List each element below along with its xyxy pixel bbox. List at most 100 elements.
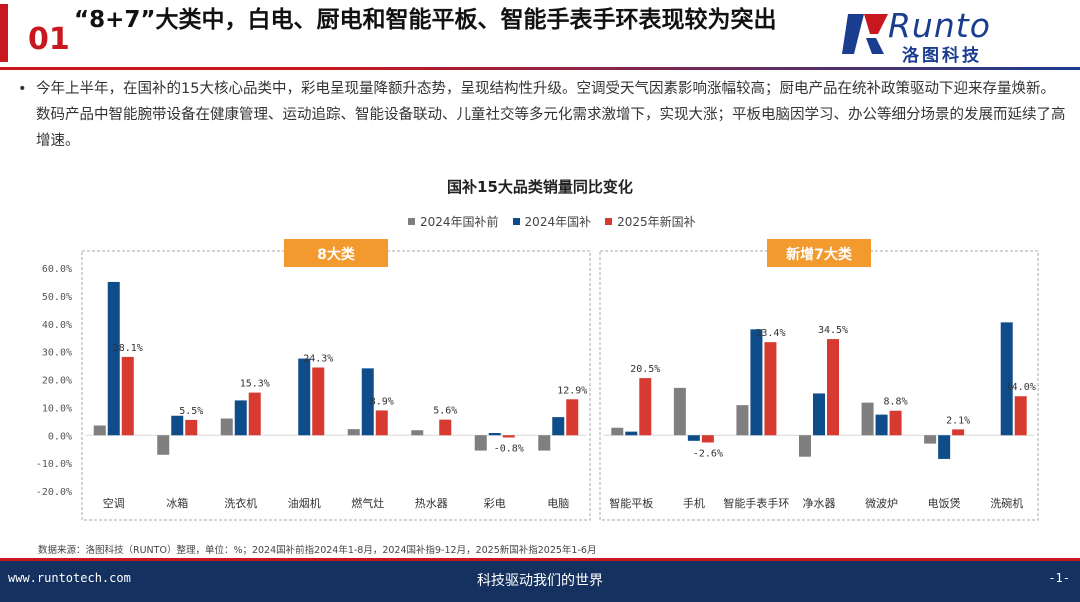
category-label: 燃气灶 bbox=[351, 496, 384, 510]
y-tick-label: 20.0% bbox=[42, 376, 72, 387]
summary-text: 今年上半年，在国补的15大核心品类中，彩电呈现量降额升态势，呈现结构性升级。空调… bbox=[36, 81, 1066, 149]
bar bbox=[347, 429, 360, 436]
category-label: 洗碗机 bbox=[990, 496, 1023, 510]
category-label: 彩电 bbox=[484, 497, 506, 510]
bar bbox=[861, 402, 874, 436]
data-label: 28.1% bbox=[113, 343, 143, 354]
bar bbox=[552, 417, 565, 436]
bar bbox=[107, 281, 120, 436]
bar bbox=[875, 414, 888, 436]
bar bbox=[924, 435, 937, 444]
data-label: -0.8% bbox=[494, 443, 524, 454]
data-label: 15.3% bbox=[240, 379, 270, 390]
data-label: 34.5% bbox=[818, 325, 848, 336]
category-label: 电脑 bbox=[547, 497, 569, 510]
runto-logo-mark-icon bbox=[842, 14, 888, 54]
y-tick-label: 30.0% bbox=[42, 348, 72, 359]
category-label: 手机 bbox=[683, 496, 705, 510]
legend-item-2024: 2024年国补 bbox=[512, 213, 592, 230]
bar bbox=[488, 433, 501, 436]
bar bbox=[312, 367, 325, 436]
runto-logo: Runto 洛图科技 bbox=[842, 6, 1062, 66]
legend-swatch bbox=[605, 218, 613, 225]
category-label: 洗衣机 bbox=[224, 496, 257, 510]
data-label: 5.5% bbox=[179, 406, 203, 417]
footer-stripe bbox=[0, 558, 1080, 561]
legend-swatch bbox=[512, 218, 520, 225]
bar bbox=[566, 399, 579, 436]
group-panel-border bbox=[81, 250, 591, 521]
bar bbox=[171, 415, 184, 436]
bar bbox=[673, 387, 686, 436]
data-label: 8.8% bbox=[884, 397, 908, 408]
bar bbox=[799, 435, 811, 457]
bar bbox=[938, 435, 951, 459]
bar bbox=[361, 368, 374, 436]
data-label: 20.5% bbox=[630, 364, 660, 375]
category-label: 电饭煲 bbox=[928, 497, 961, 510]
y-tick-label: 0.0% bbox=[48, 431, 72, 442]
bar bbox=[701, 435, 714, 443]
bar bbox=[827, 339, 839, 436]
category-label: 热水器 bbox=[415, 497, 448, 510]
data-label: 33.4% bbox=[755, 328, 785, 339]
chart-legend: 2024年国补前 2024年国补 2025年新国补 bbox=[408, 213, 696, 230]
bar bbox=[298, 358, 311, 436]
bar bbox=[952, 429, 965, 436]
data-label: 24.3% bbox=[303, 354, 333, 365]
bullet-dot-icon: • bbox=[18, 81, 27, 97]
y-tick-label: -20.0% bbox=[36, 487, 72, 498]
category-label: 微波炉 bbox=[865, 496, 898, 510]
legend-item-2024-pre: 2024年国补前 bbox=[408, 213, 499, 230]
bar bbox=[234, 400, 247, 436]
y-tick-label: 10.0% bbox=[42, 403, 72, 414]
bar bbox=[439, 419, 452, 436]
y-tick-label: -10.0% bbox=[36, 459, 72, 470]
y-tick-label: 60.0% bbox=[42, 264, 72, 275]
section-number: 01 bbox=[28, 22, 70, 57]
legend-item-2025: 2025年新国补 bbox=[605, 213, 696, 230]
category-label: 冰箱 bbox=[166, 496, 188, 510]
bar bbox=[1014, 396, 1027, 436]
legend-label: 2025年新国补 bbox=[617, 215, 696, 229]
bar bbox=[185, 419, 198, 436]
category-label: 净水器 bbox=[803, 496, 836, 510]
group-badge bbox=[284, 239, 388, 267]
data-label: 14.0% bbox=[1006, 382, 1036, 393]
bar bbox=[625, 431, 638, 436]
bar bbox=[121, 356, 134, 436]
group-badge-label: 新增7大类 bbox=[786, 246, 853, 263]
category-label: 智能手表手环 bbox=[723, 496, 789, 510]
summary-bullet: • 今年上半年，在国补的15大核心品类中，彩电呈现量降额升态势，呈现结构性升级。… bbox=[18, 76, 1066, 154]
bar bbox=[639, 378, 652, 436]
bar bbox=[687, 435, 700, 441]
page-number: -1- bbox=[1048, 571, 1070, 585]
bar bbox=[736, 405, 749, 436]
legend-swatch bbox=[408, 218, 415, 225]
y-tick-label: 50.0% bbox=[42, 292, 72, 303]
bar bbox=[375, 410, 388, 436]
bar bbox=[220, 418, 233, 436]
group-badge bbox=[767, 239, 871, 267]
legend-label: 2024年国补前 bbox=[420, 215, 499, 229]
footer-slogan: 科技驱动我们的世界 bbox=[477, 573, 603, 589]
footer-url-link[interactable]: www.runtotech.com bbox=[8, 571, 131, 585]
bar bbox=[411, 430, 424, 436]
data-label: 5.6% bbox=[433, 406, 457, 417]
bar bbox=[889, 410, 902, 436]
bar bbox=[474, 435, 487, 451]
bar-chart: 60.0% 50.0% 40.0% 30.0% 20.0% 10.0% 0.0% -10.0%… bbox=[36, 239, 1039, 521]
legend-label: 2024年国补 bbox=[524, 215, 592, 229]
group-badge-label: 8大类 bbox=[317, 246, 356, 263]
bar bbox=[611, 427, 624, 436]
source-note: 数据来源：洛图科技（RUNTO）整理，单位：%；2024国补前指2024年1-8… bbox=[38, 545, 597, 556]
group-panel-border bbox=[599, 250, 1039, 521]
bar bbox=[248, 392, 261, 436]
bar bbox=[813, 393, 825, 436]
bar bbox=[157, 435, 170, 455]
bar bbox=[538, 435, 551, 451]
header-divider bbox=[0, 67, 1080, 70]
logo-chinese-name: 洛图科技 bbox=[902, 46, 982, 66]
data-label: 12.9% bbox=[557, 385, 587, 396]
footer-bar bbox=[0, 558, 1080, 602]
